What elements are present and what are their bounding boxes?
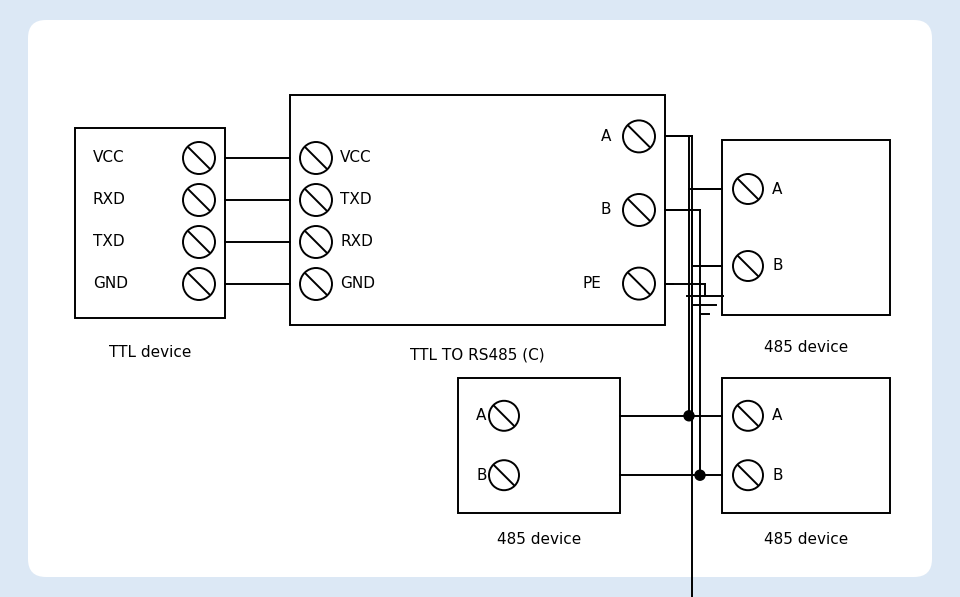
FancyBboxPatch shape [28, 20, 932, 577]
Circle shape [695, 470, 705, 480]
Bar [722, 140, 890, 315]
Text: GND: GND [340, 276, 375, 291]
Text: B: B [772, 467, 782, 483]
Text: TTL device: TTL device [108, 345, 191, 360]
Text: 485 device: 485 device [497, 532, 581, 547]
Text: B: B [601, 202, 611, 217]
Text: VCC: VCC [340, 150, 372, 165]
Text: RXD: RXD [93, 192, 126, 208]
Text: GND: GND [93, 276, 128, 291]
Text: A: A [772, 181, 782, 196]
Text: RXD: RXD [340, 235, 372, 250]
Text: B: B [476, 467, 487, 483]
Text: TTL TO RS485 (C): TTL TO RS485 (C) [410, 348, 545, 363]
Text: VCC: VCC [93, 150, 125, 165]
Circle shape [684, 411, 694, 421]
Text: TXD: TXD [340, 192, 372, 208]
Text: TXD: TXD [93, 235, 125, 250]
Text: B: B [772, 259, 782, 273]
Text: 485 device: 485 device [764, 532, 848, 547]
Bar [290, 95, 665, 325]
Text: A: A [601, 129, 611, 144]
Bar [722, 378, 890, 513]
Text: 485 device: 485 device [764, 340, 848, 355]
Bar [458, 378, 620, 513]
Text: A: A [476, 408, 487, 423]
Text: A: A [772, 408, 782, 423]
Bar [75, 128, 225, 318]
Text: PE: PE [582, 276, 601, 291]
